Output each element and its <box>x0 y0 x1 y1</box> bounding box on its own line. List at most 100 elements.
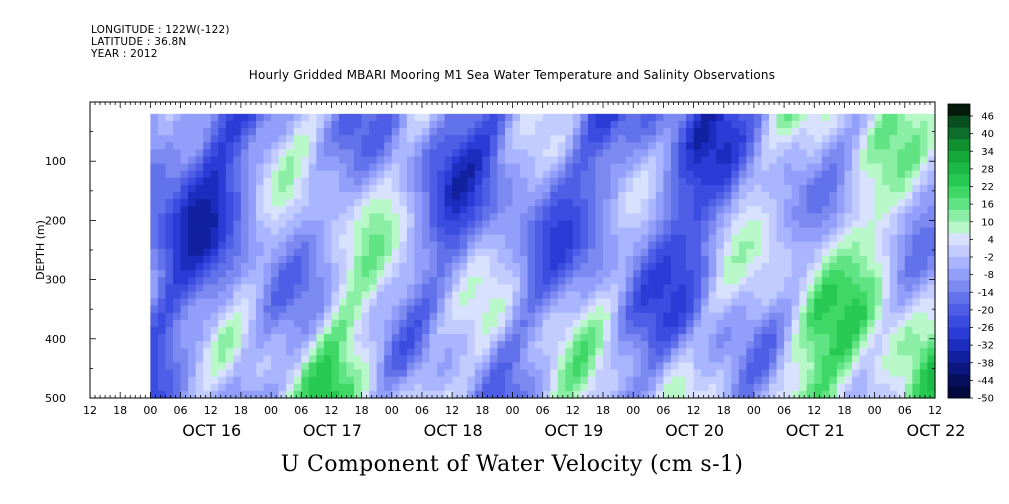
field-cell <box>278 369 287 378</box>
field-cell <box>437 326 446 335</box>
field-cell <box>701 135 710 143</box>
field-cell <box>497 376 506 385</box>
field-cell <box>384 255 393 264</box>
field-cell <box>550 263 559 271</box>
field-cell <box>497 241 506 250</box>
field-cell <box>497 390 506 399</box>
field-cell <box>172 348 182 356</box>
field-cell <box>414 135 423 143</box>
field-cell <box>670 348 680 356</box>
field-cell <box>489 312 499 321</box>
field-cell <box>233 255 242 264</box>
field-cell <box>240 128 250 136</box>
field-cell <box>429 291 438 300</box>
field-cell <box>225 177 234 186</box>
field-cell <box>150 263 159 271</box>
field-cell <box>889 213 898 221</box>
field-cell <box>323 326 333 335</box>
field-cell <box>919 149 929 158</box>
field-cell <box>429 177 438 186</box>
field-cell <box>429 234 438 243</box>
field-cell <box>444 191 453 200</box>
field-cell <box>399 163 408 172</box>
field-cell <box>248 163 257 172</box>
field-cell <box>384 355 393 364</box>
field-cell <box>323 234 333 243</box>
field-cell <box>286 177 295 186</box>
field-cell <box>180 241 189 250</box>
field-cell <box>550 128 559 136</box>
field-cell <box>497 348 506 356</box>
field-cell <box>331 341 340 349</box>
field-cell <box>859 234 868 243</box>
field-cell <box>889 142 898 150</box>
field-cell <box>746 319 755 328</box>
field-cell <box>165 206 174 214</box>
field-cell <box>678 241 687 250</box>
field-cell <box>376 113 385 122</box>
field-cell <box>889 263 898 271</box>
field-cell <box>271 156 280 165</box>
field-cell <box>814 362 823 371</box>
field-cell <box>799 355 808 364</box>
field-cell <box>316 128 325 136</box>
field-cell <box>414 334 423 342</box>
field-cell <box>693 348 702 356</box>
field-cell <box>693 305 702 314</box>
field-cell <box>452 177 461 186</box>
field-cell <box>814 206 823 214</box>
field-cell <box>444 255 453 264</box>
field-cell <box>391 156 400 165</box>
field-cell <box>716 369 725 378</box>
field-cell <box>346 120 355 129</box>
field-cell <box>874 142 883 150</box>
field-cell <box>376 255 385 264</box>
field-cell <box>610 177 619 186</box>
field-cell <box>829 213 838 221</box>
field-cell <box>421 298 431 307</box>
field-cell <box>844 156 853 165</box>
field-cell <box>444 227 453 236</box>
field-cell <box>263 255 272 264</box>
field-cell <box>203 277 212 285</box>
field-cell <box>535 241 544 250</box>
x-hour-label: 06 <box>294 404 308 417</box>
field-cell <box>572 362 581 371</box>
field-cell <box>927 383 936 392</box>
field-cell <box>580 305 589 314</box>
field-cell <box>889 376 898 385</box>
field-cell <box>459 362 468 371</box>
field-cell <box>580 355 589 364</box>
field-cell <box>376 277 385 285</box>
field-cell <box>504 149 514 158</box>
field-cell <box>467 355 476 364</box>
field-cell <box>618 298 627 307</box>
field-cell <box>874 206 883 214</box>
field-cell <box>867 355 876 364</box>
field-cell <box>452 298 461 307</box>
field-cell <box>195 135 204 143</box>
field-cell <box>399 277 408 285</box>
field-cell <box>557 199 566 207</box>
field-cell <box>746 348 755 356</box>
field-cell <box>769 334 778 342</box>
field-cell <box>535 305 544 314</box>
field-cell <box>670 170 680 179</box>
field-cell <box>444 341 453 349</box>
field-cell <box>210 263 219 271</box>
field-cell <box>195 376 204 385</box>
field-cell <box>482 213 491 221</box>
field-cell <box>784 149 793 158</box>
field-cell <box>587 255 597 264</box>
field-cell <box>188 298 197 307</box>
field-cell <box>670 341 680 349</box>
field-cell <box>240 184 250 193</box>
field-cell <box>308 234 317 243</box>
field-cell <box>882 248 891 257</box>
field-cell <box>459 170 468 179</box>
field-cell <box>678 376 687 385</box>
field-cell <box>331 312 340 321</box>
field-cell <box>655 128 664 136</box>
field-cell <box>308 277 317 285</box>
x-hour-label: 06 <box>174 404 188 417</box>
